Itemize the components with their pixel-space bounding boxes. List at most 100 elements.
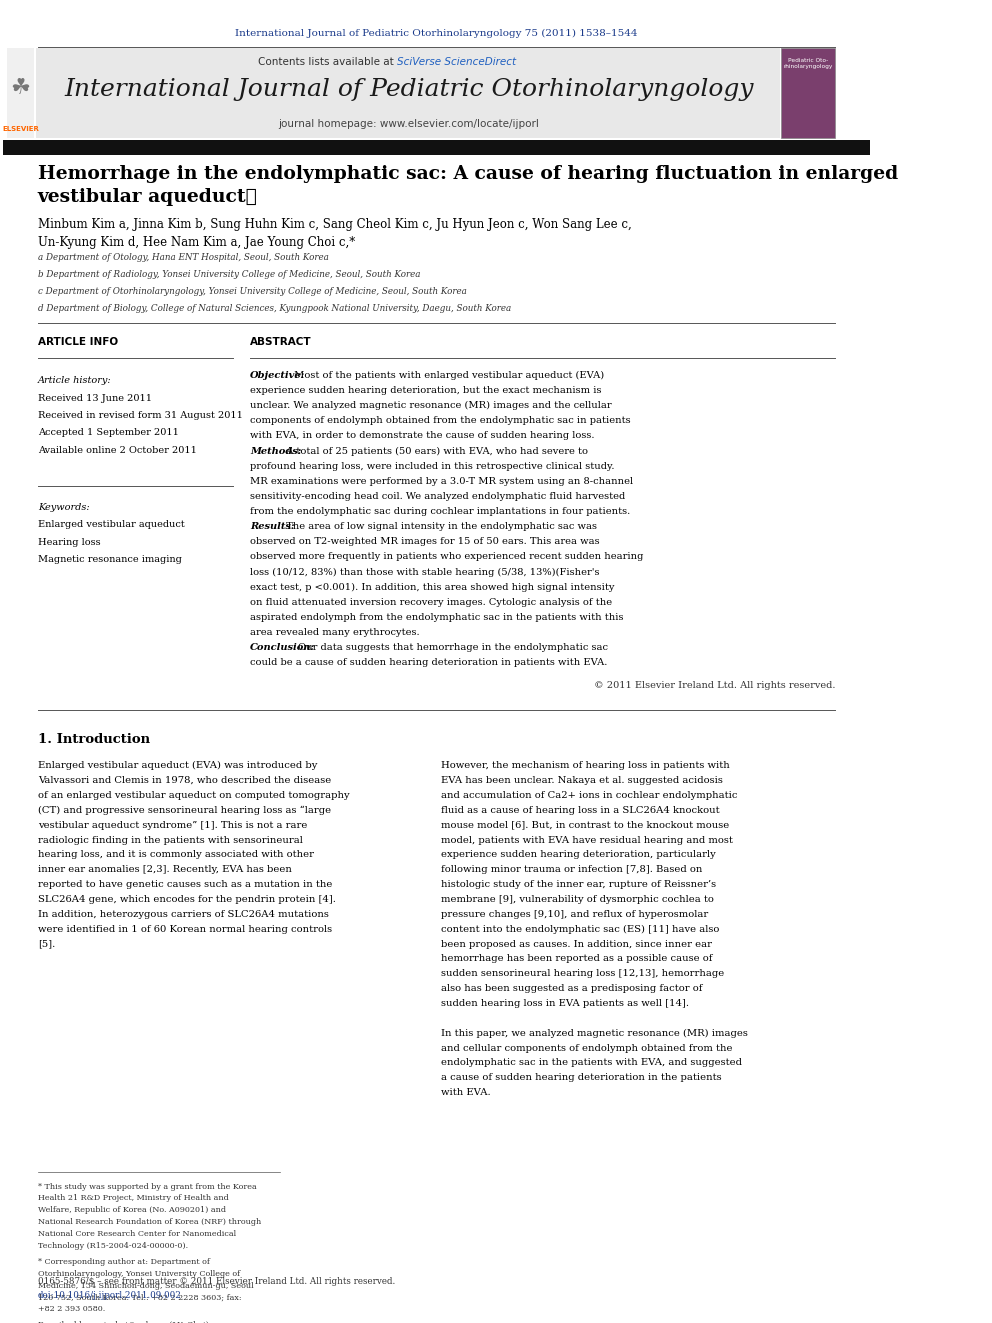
Text: with EVA, in order to demonstrate the cause of sudden hearing loss.: with EVA, in order to demonstrate the ca… [250,431,594,441]
Text: Valvassori and Clemis in 1978, who described the disease: Valvassori and Clemis in 1978, who descr… [38,777,331,785]
Text: [5].: [5]. [38,939,55,949]
Text: experience sudden hearing deterioration, but the exact mechanism is: experience sudden hearing deterioration,… [250,386,601,396]
Text: sudden hearing loss in EVA patients as well [14].: sudden hearing loss in EVA patients as w… [440,999,688,1008]
Text: International Journal of Pediatric Otorhinolaryngology 75 (2011) 1538–1544: International Journal of Pediatric Otorh… [235,28,638,37]
Text: However, the mechanism of hearing loss in patients with: However, the mechanism of hearing loss i… [440,761,729,770]
Text: exact test, p <0.001). In addition, this area showed high signal intensity: exact test, p <0.001). In addition, this… [250,582,615,591]
Text: and cellular components of endolymph obtained from the: and cellular components of endolymph obt… [440,1044,732,1053]
Text: Enlarged vestibular aqueduct (EVA) was introduced by: Enlarged vestibular aqueduct (EVA) was i… [38,761,317,770]
Text: vestibular aqueduct syndrome” [1]. This is not a rare: vestibular aqueduct syndrome” [1]. This … [38,820,308,830]
Text: Technology (R15-2004-024-00000-0).: Technology (R15-2004-024-00000-0). [38,1242,187,1250]
Text: (CT) and progressive sensorineural hearing loss as “large: (CT) and progressive sensorineural heari… [38,806,331,815]
Text: area revealed many erythrocytes.: area revealed many erythrocytes. [250,628,420,636]
Text: c Department of Otorhinolaryngology, Yonsei University College of Medicine, Seou: c Department of Otorhinolaryngology, Yon… [38,287,466,296]
Text: Most of the patients with enlarged vestibular aqueduct (EVA): Most of the patients with enlarged vesti… [291,370,604,380]
Text: Otorhinolaryngology, Yonsei University College of: Otorhinolaryngology, Yonsei University C… [38,1270,240,1278]
Text: fluid as a cause of hearing loss in a SLC26A4 knockout: fluid as a cause of hearing loss in a SL… [440,806,719,815]
Text: sensitivity-encoding head coil. We analyzed endolymphatic fluid harvested: sensitivity-encoding head coil. We analy… [250,492,625,501]
Text: unclear. We analyzed magnetic resonance (MR) images and the cellular: unclear. We analyzed magnetic resonance … [250,401,612,410]
Text: * This study was supported by a grant from the Korea: * This study was supported by a grant fr… [38,1183,257,1191]
Text: National Core Research Center for Nanomedical: National Core Research Center for Nanome… [38,1230,236,1238]
Text: d Department of Biology, College of Natural Sciences, Kyungpook National Univers: d Department of Biology, College of Natu… [38,304,511,312]
Text: E-mail address: jychoi@yuhs.ac (J.Y. Choi).: E-mail address: jychoi@yuhs.ac (J.Y. Cho… [38,1322,211,1323]
Text: from the endolymphatic sac during cochlear implantations in four patients.: from the endolymphatic sac during cochle… [250,507,630,516]
Text: radiologic finding in the patients with sensorineural: radiologic finding in the patients with … [38,836,303,844]
Text: observed more frequently in patients who experienced recent sudden hearing: observed more frequently in patients who… [250,553,644,561]
FancyBboxPatch shape [36,48,780,139]
Text: SLC26A4 gene, which encodes for the pendrin protein [4].: SLC26A4 gene, which encodes for the pend… [38,894,335,904]
Text: could be a cause of sudden hearing deterioration in patients with EVA.: could be a cause of sudden hearing deter… [250,659,607,667]
Text: histologic study of the inner ear, rupture of Reissner’s: histologic study of the inner ear, ruptu… [440,880,716,889]
FancyBboxPatch shape [782,48,835,139]
Text: Results:: Results: [250,523,295,531]
Text: ☘: ☘ [10,78,31,98]
Text: Received 13 June 2011: Received 13 June 2011 [38,393,152,402]
Text: doi:10.1016/j.ijporl.2011.09.002: doi:10.1016/j.ijporl.2011.09.002 [38,1291,182,1301]
Text: MR examinations were performed by a 3.0-T MR system using an 8-channel: MR examinations were performed by a 3.0-… [250,476,633,486]
Text: membrane [9], vulnerability of dysmorphic cochlea to: membrane [9], vulnerability of dysmorphi… [440,894,713,904]
Text: reported to have genetic causes such as a mutation in the: reported to have genetic causes such as … [38,880,332,889]
Text: pressure changes [9,10], and reflux of hyperosmolar: pressure changes [9,10], and reflux of h… [440,910,708,919]
Text: Objective:: Objective: [250,370,306,380]
Text: mouse model [6]. But, in contrast to the knockout mouse: mouse model [6]. But, in contrast to the… [440,820,729,830]
Text: also has been suggested as a predisposing factor of: also has been suggested as a predisposin… [440,984,702,994]
Text: In this paper, we analyzed magnetic resonance (MR) images: In this paper, we analyzed magnetic reso… [440,1029,748,1037]
Text: on fluid attenuated inversion recovery images. Cytologic analysis of the: on fluid attenuated inversion recovery i… [250,598,612,607]
Text: were identified in 1 of 60 Korean normal hearing controls: were identified in 1 of 60 Korean normal… [38,925,332,934]
Text: aspirated endolymph from the endolymphatic sac in the patients with this: aspirated endolymph from the endolymphat… [250,613,624,622]
Text: loss (10/12, 83%) than those with stable hearing (5/38, 13%)(Fisher's: loss (10/12, 83%) than those with stable… [250,568,599,577]
Text: Keywords:: Keywords: [38,503,89,512]
Text: b Department of Radiology, Yonsei University College of Medicine, Seoul, South K: b Department of Radiology, Yonsei Univer… [38,270,421,279]
Text: Health 21 R&D Project, Ministry of Health and: Health 21 R&D Project, Ministry of Healt… [38,1195,228,1203]
FancyBboxPatch shape [7,48,35,139]
Text: content into the endolymphatic sac (ES) [11] have also: content into the endolymphatic sac (ES) … [440,925,719,934]
Text: of an enlarged vestibular aqueduct on computed tomography: of an enlarged vestibular aqueduct on co… [38,791,349,800]
Text: © 2011 Elsevier Ireland Ltd. All rights reserved.: © 2011 Elsevier Ireland Ltd. All rights … [593,681,835,691]
Text: Hearing loss: Hearing loss [38,537,100,546]
Text: Available online 2 October 2011: Available online 2 October 2011 [38,446,196,455]
Text: A total of 25 patients (50 ears) with EVA, who had severe to: A total of 25 patients (50 ears) with EV… [283,447,587,455]
Text: Minbum Kim a, Jinna Kim b, Sung Huhn Kim c, Sang Cheol Kim c, Ju Hyun Jeon c, Wo: Minbum Kim a, Jinna Kim b, Sung Huhn Kim… [38,218,632,250]
Text: Article history:: Article history: [38,376,111,385]
Text: journal homepage: www.elsevier.com/locate/ijporl: journal homepage: www.elsevier.com/locat… [279,119,539,128]
Text: ELSEVIER: ELSEVIER [2,126,39,132]
Text: +82 2 393 0580.: +82 2 393 0580. [38,1306,105,1314]
Text: profound hearing loss, were included in this retrospective clinical study.: profound hearing loss, were included in … [250,462,615,471]
Text: Methods:: Methods: [250,447,302,455]
Text: Enlarged vestibular aqueduct: Enlarged vestibular aqueduct [38,520,185,529]
Text: endolymphatic sac in the patients with EVA, and suggested: endolymphatic sac in the patients with E… [440,1058,742,1068]
Text: inner ear anomalies [2,3]. Recently, EVA has been: inner ear anomalies [2,3]. Recently, EVA… [38,865,292,875]
Text: following minor trauma or infection [7,8]. Based on: following minor trauma or infection [7,8… [440,865,702,875]
Text: Pediatric Oto-
rhinolaryngology: Pediatric Oto- rhinolaryngology [784,58,833,69]
Text: National Research Foundation of Korea (NRF) through: National Research Foundation of Korea (N… [38,1218,261,1226]
Text: Medicine, 134 Shinchon-dong, Seodaemun-gu, Seoul: Medicine, 134 Shinchon-dong, Seodaemun-g… [38,1282,253,1290]
Text: Contents lists available at: Contents lists available at [259,57,398,67]
Text: 1. Introduction: 1. Introduction [38,733,150,746]
Text: ABSTRACT: ABSTRACT [250,337,311,348]
Text: Magnetic resonance imaging: Magnetic resonance imaging [38,556,182,564]
Text: model, patients with EVA have residual hearing and most: model, patients with EVA have residual h… [440,836,733,844]
Text: hemorrhage has been reported as a possible cause of: hemorrhage has been reported as a possib… [440,954,712,963]
Text: sudden sensorineural hearing loss [12,13], hemorrhage: sudden sensorineural hearing loss [12,13… [440,970,724,978]
Text: with EVA.: with EVA. [440,1089,490,1097]
Text: Hemorrhage in the endolymphatic sac: A cause of hearing fluctuation in enlarged
: Hemorrhage in the endolymphatic sac: A c… [38,165,898,206]
Text: Our data suggests that hemorrhage in the endolymphatic sac: Our data suggests that hemorrhage in the… [295,643,608,652]
Text: SciVerse ScienceDirect: SciVerse ScienceDirect [398,57,517,67]
Text: observed on T2-weighted MR images for 15 of 50 ears. This area was: observed on T2-weighted MR images for 15… [250,537,600,546]
Text: * Corresponding author at: Department of: * Corresponding author at: Department of [38,1258,209,1266]
Text: ARTICLE INFO: ARTICLE INFO [38,337,118,348]
Text: Accepted 1 September 2011: Accepted 1 September 2011 [38,429,179,438]
Text: experience sudden hearing deterioration, particularly: experience sudden hearing deterioration,… [440,851,715,860]
Text: Conclusion:: Conclusion: [250,643,315,652]
Text: 120-752, South Korea. Tel.: +82 2 2228 3603; fax:: 120-752, South Korea. Tel.: +82 2 2228 3… [38,1294,241,1302]
Text: International Journal of Pediatric Otorhinolaryngology: International Journal of Pediatric Otorh… [63,78,754,101]
Text: The area of low signal intensity in the endolymphatic sac was: The area of low signal intensity in the … [283,523,596,531]
Text: been proposed as causes. In addition, since inner ear: been proposed as causes. In addition, si… [440,939,712,949]
Text: Received in revised form 31 August 2011: Received in revised form 31 August 2011 [38,411,243,419]
Text: a Department of Otology, Hana ENT Hospital, Seoul, South Korea: a Department of Otology, Hana ENT Hospit… [38,253,328,262]
Text: In addition, heterozygous carriers of SLC26A4 mutations: In addition, heterozygous carriers of SL… [38,910,328,919]
Text: EVA has been unclear. Nakaya et al. suggested acidosis: EVA has been unclear. Nakaya et al. sugg… [440,777,722,785]
Text: 0165-5876/$ – see front matter © 2011 Elsevier Ireland Ltd. All rights reserved.: 0165-5876/$ – see front matter © 2011 El… [38,1277,395,1286]
Text: components of endolymph obtained from the endolymphatic sac in patients: components of endolymph obtained from th… [250,417,631,425]
Text: Welfare, Republic of Korea (No. A090201) and: Welfare, Republic of Korea (No. A090201)… [38,1207,226,1215]
